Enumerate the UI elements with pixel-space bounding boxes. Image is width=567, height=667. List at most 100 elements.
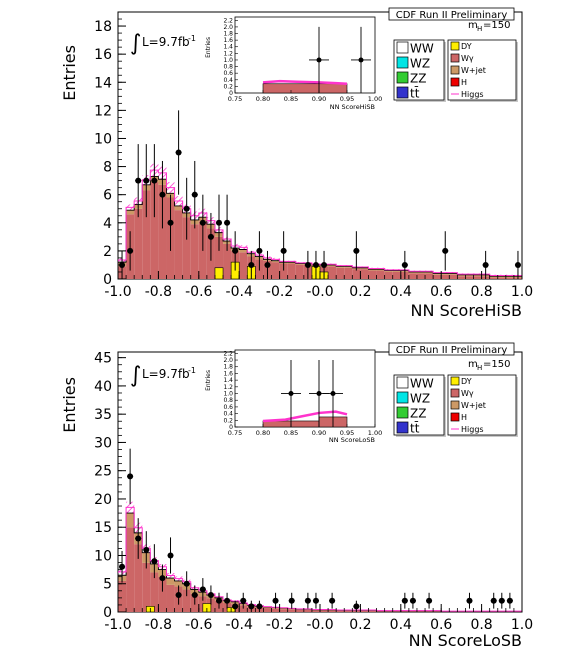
data-point [167,552,174,559]
legend-label: H [461,413,467,422]
mass-value: =150 [483,20,510,31]
inset-x-tick-label: 0.75 [228,95,242,103]
bar-wjet [465,274,474,277]
legend-swatch-Wjet [450,65,460,75]
bar-wgamma [400,611,409,612]
bar-wgamma [158,576,167,612]
bar-wgamma [182,217,191,279]
lumi-integral: ∫ [130,363,141,388]
bar-wjet [392,270,401,272]
legend-label: WW [410,42,434,56]
y-tick-label: 6 [103,188,112,204]
bar-wgamma [433,274,442,279]
data-point [401,597,408,604]
y-tick-label: 45 [94,351,112,367]
inset-y-tick-label: 1.2 [223,50,233,57]
bar-wgamma [150,182,159,279]
data-point [401,261,408,268]
bar-wjet [344,266,353,268]
bar-wgamma [408,611,417,612]
data-point [207,592,214,599]
bar-wjet [360,267,369,270]
inset-x-tick-label: 0.95 [340,429,354,437]
bar-wgamma [118,580,127,612]
bar-wjet [489,276,498,278]
legend-label: Higgs [461,90,484,99]
data-point [119,261,126,268]
legend-label: H [461,78,467,87]
data-point [256,603,263,610]
bar-wgamma [392,611,401,612]
lumi-superscript: -1 [188,366,196,375]
inset-data-point [358,57,364,63]
x-tick-label: -0.6 [185,617,212,633]
x-tick-label: 0.6 [430,284,452,300]
y-tick-label: 2 [103,244,112,260]
data-point [312,597,319,604]
legend-label: Wγ [461,54,474,63]
x-tick-label: 1.0 [511,284,533,300]
y-tick-label: 16 [94,47,112,63]
inset-y-tick-label: 1.8 [223,364,233,371]
data-point [151,177,158,184]
y-tick-label: 0 [103,272,112,288]
inset-x-tick-label: 1.00 [368,429,382,437]
x-tick-label: -1.0 [104,617,131,633]
x-tick-label: 1.0 [511,617,533,633]
y-tick-label: 10 [94,131,112,147]
bar-wjet [384,270,393,272]
inset-x-tick-label: 0.75 [228,429,242,437]
mass-label: m [468,20,478,31]
bar-wjet [433,273,442,275]
bar-wgamma [239,252,248,279]
legend-label: WZ [410,57,430,71]
y-tick-label: 12 [94,103,112,119]
inset-y-tick-label: 0.6 [223,404,233,411]
bar-wjet [271,260,280,263]
data-point [127,247,134,254]
bar-wjet [473,274,482,277]
data-point [191,592,198,599]
data-point [240,597,247,604]
y-tick-label: 40 [94,379,112,395]
x-tick-label: 0.4 [390,617,412,633]
background-outline [117,175,523,279]
x-tick-label: -1.0 [104,284,131,300]
legend-swatch-ZZ [396,71,409,84]
legend-swatch-DY [450,376,460,386]
bar-wgamma [505,277,514,279]
x-tick-label: -0.6 [185,284,212,300]
legend-swatch-Wgamma [450,388,460,398]
x-tick-label: -0.0 [306,617,333,633]
inset-y-tick-label: 2.0 [223,357,233,364]
bar-wgamma [416,273,426,279]
bar-wgamma [449,274,458,279]
y-tick-label: 5 [103,577,112,593]
bar-wjet [425,271,434,274]
header-label: CDF Run II Preliminary [396,10,508,21]
data-point [304,261,311,268]
bar-wgamma [408,273,417,279]
lumi-label: L=9.7fb [142,35,190,49]
bar-wjet [336,266,345,268]
data-point [321,261,328,268]
data-point [183,205,190,212]
bar-wjet [457,274,466,277]
inset-y-tick-label: 0.6 [223,70,233,77]
mass-subscript: H [477,25,482,33]
bar-wjet [287,262,296,264]
legend-swatch-Wgamma [450,53,460,63]
data-point [135,535,142,542]
bar-wgamma [425,273,434,279]
data-point [183,580,190,587]
x-tick-label: 0.8 [470,284,492,300]
inset-y-tick-label: 0.2 [223,83,233,90]
x-tick-label: 0.2 [349,617,371,633]
legend-label: Higgs [461,425,484,434]
data-point [199,586,206,593]
legend-swatch-WW [396,376,409,389]
data-point [151,558,158,565]
bar-wgamma [158,184,167,279]
inset-bar [262,83,348,94]
inset-y-tick-label: 0.2 [223,417,233,424]
